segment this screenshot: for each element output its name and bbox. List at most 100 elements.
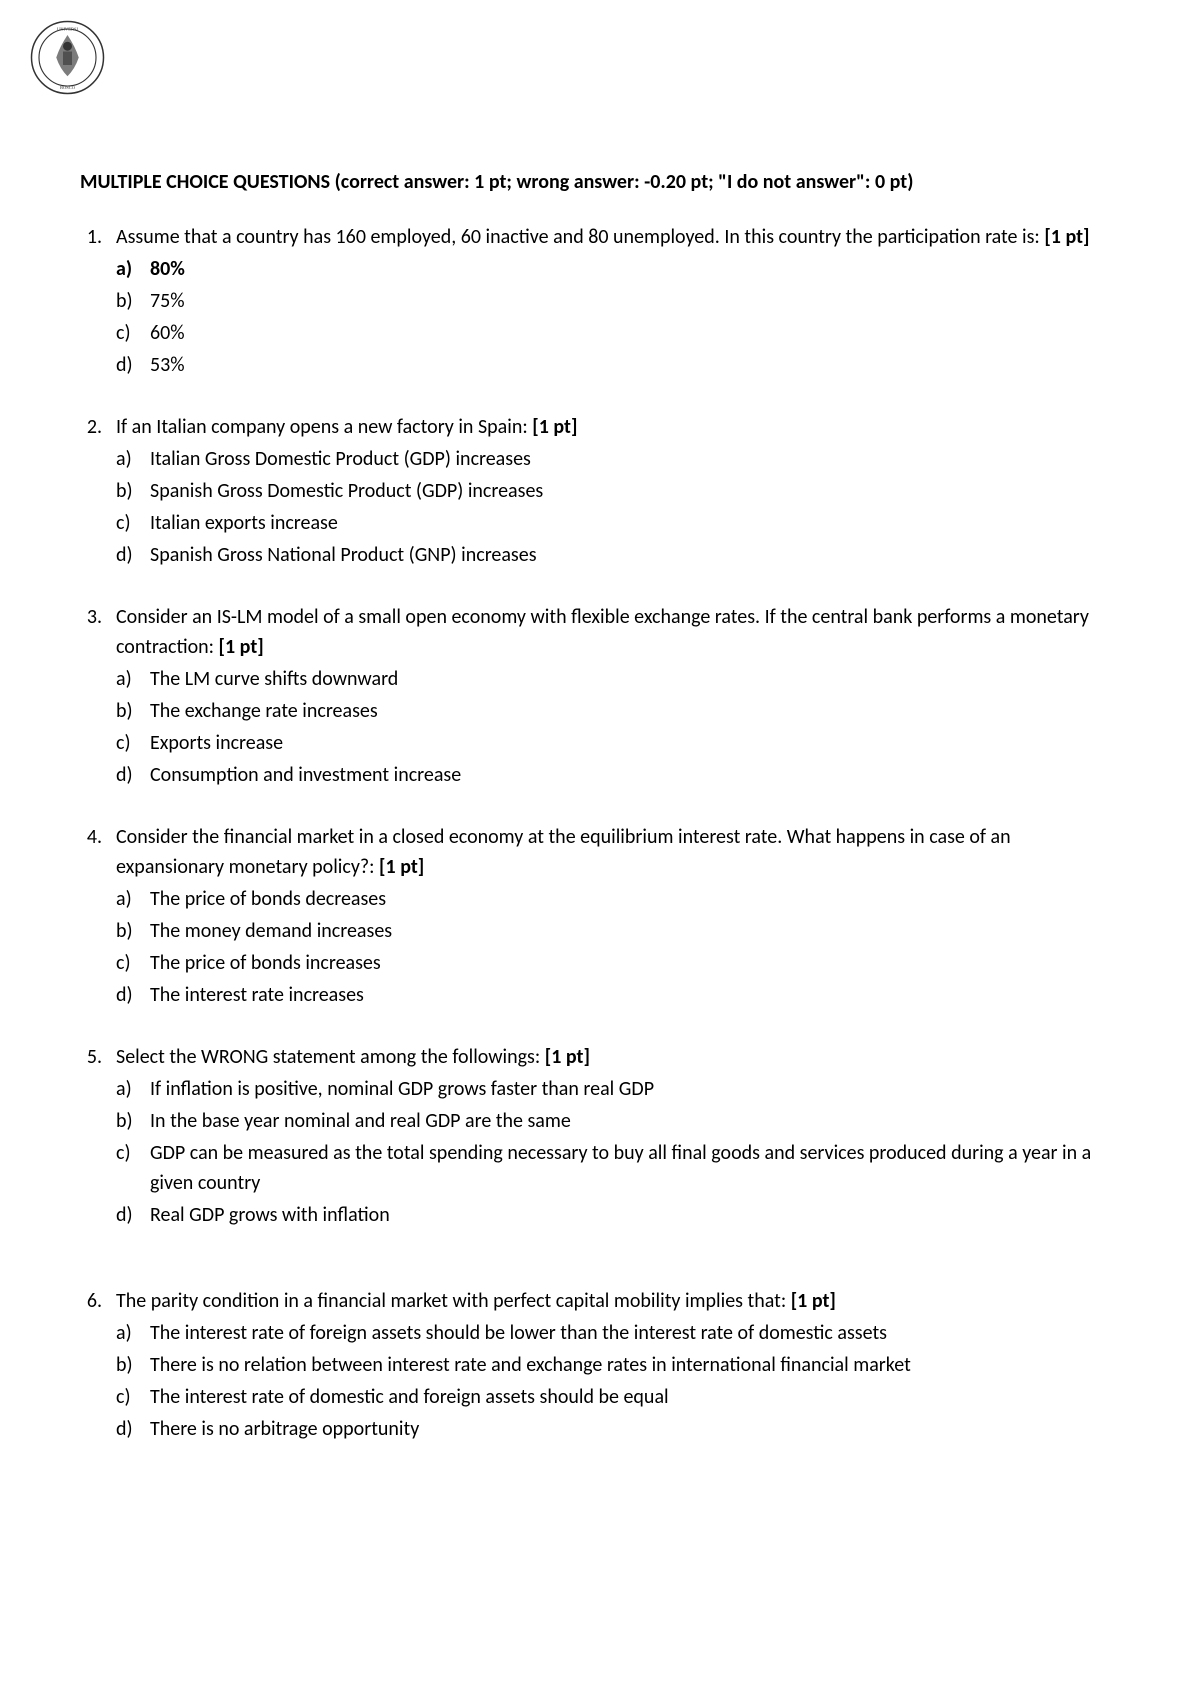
option-text: 60%: [150, 318, 1120, 348]
option-text: The price of bonds increases: [150, 948, 1120, 978]
option-letter: a): [116, 254, 150, 284]
option-text: Italian Gross Domestic Product (GDP) inc…: [150, 444, 1120, 474]
question-text: Select the WRONG statement among the fol…: [116, 1042, 1120, 1072]
option-letter: d): [116, 760, 150, 790]
section-header: MULTIPLE CHOICE QUESTIONS (correct answe…: [80, 170, 1120, 194]
option-letter: c): [116, 318, 150, 348]
option-text: GDP can be measured as the total spendin…: [150, 1138, 1120, 1198]
option-text: If inflation is positive, nominal GDP gr…: [150, 1074, 1120, 1104]
option-a: a)80%: [116, 254, 1120, 284]
question-number: 3.: [80, 602, 116, 632]
option-c: c)GDP can be measured as the total spend…: [116, 1138, 1120, 1198]
question-4: 4.Consider the financial market in a clo…: [80, 822, 1120, 1010]
option-text: There is no relation between interest ra…: [150, 1350, 1120, 1380]
questions-list: 1.Assume that a country has 160 employed…: [80, 222, 1120, 1444]
question-number: 5.: [80, 1042, 116, 1072]
question-prompt: 6.The parity condition in a financial ma…: [80, 1286, 1120, 1316]
option-text: 53%: [150, 350, 1120, 380]
question-prompt: 4.Consider the financial market in a clo…: [80, 822, 1120, 882]
options-list: a)If inflation is positive, nominal GDP …: [116, 1074, 1120, 1230]
question-body: Select the WRONG statement among the fol…: [116, 1045, 545, 1069]
question-body: If an Italian company opens a new factor…: [116, 415, 532, 439]
question-2: 2.If an Italian company opens a new fact…: [80, 412, 1120, 570]
option-text: The interest rate of foreign assets shou…: [150, 1318, 1120, 1348]
option-b: b)In the base year nominal and real GDP …: [116, 1106, 1120, 1136]
option-letter: b): [116, 696, 150, 726]
options-list: a)The interest rate of foreign assets sh…: [116, 1318, 1120, 1444]
option-b: b)There is no relation between interest …: [116, 1350, 1120, 1380]
option-letter: b): [116, 916, 150, 946]
option-letter: b): [116, 476, 150, 506]
question-body: The parity condition in a financial mark…: [116, 1289, 791, 1313]
option-letter: a): [116, 1074, 150, 1104]
option-text: The interest rate increases: [150, 980, 1120, 1010]
question-text: The parity condition in a financial mark…: [116, 1286, 1120, 1316]
option-text: In the base year nominal and real GDP ar…: [150, 1106, 1120, 1136]
option-a: a)Italian Gross Domestic Product (GDP) i…: [116, 444, 1120, 474]
option-text: The money demand increases: [150, 916, 1120, 946]
question-5: 5.Select the WRONG statement among the f…: [80, 1042, 1120, 1230]
option-letter: d): [116, 350, 150, 380]
option-b: b)75%: [116, 286, 1120, 316]
option-letter: a): [116, 444, 150, 474]
question-prompt: 5.Select the WRONG statement among the f…: [80, 1042, 1120, 1072]
option-text: 75%: [150, 286, 1120, 316]
question-text: Consider the financial market in a close…: [116, 822, 1120, 882]
question-text: Assume that a country has 160 employed, …: [116, 222, 1120, 252]
option-d: d)53%: [116, 350, 1120, 380]
svg-text:BOSCO: BOSCO: [60, 85, 76, 90]
option-c: c)The interest rate of domestic and fore…: [116, 1382, 1120, 1412]
option-a: a)The interest rate of foreign assets sh…: [116, 1318, 1120, 1348]
question-prompt: 1.Assume that a country has 160 employed…: [80, 222, 1120, 252]
options-list: a)The LM curve shifts downwardb)The exch…: [116, 664, 1120, 790]
option-d: d)Spanish Gross National Product (GNP) i…: [116, 540, 1120, 570]
question-points: [1 pt]: [1044, 225, 1089, 249]
question-points: [1 pt]: [532, 415, 577, 439]
option-letter: a): [116, 1318, 150, 1348]
option-letter: d): [116, 1200, 150, 1230]
question-text: Consider an IS-LM model of a small open …: [116, 602, 1120, 662]
option-d: d)Consumption and investment increase: [116, 760, 1120, 790]
option-text: Spanish Gross Domestic Product (GDP) inc…: [150, 476, 1120, 506]
option-b: b)Spanish Gross Domestic Product (GDP) i…: [116, 476, 1120, 506]
option-letter: a): [116, 664, 150, 694]
options-list: a)Italian Gross Domestic Product (GDP) i…: [116, 444, 1120, 570]
option-c: c)Exports increase: [116, 728, 1120, 758]
option-text: The interest rate of domestic and foreig…: [150, 1382, 1120, 1412]
option-text: Exports increase: [150, 728, 1120, 758]
question-points: [1 pt]: [545, 1045, 590, 1069]
question-prompt: 2.If an Italian company opens a new fact…: [80, 412, 1120, 442]
question-1: 1.Assume that a country has 160 employed…: [80, 222, 1120, 380]
option-d: d)There is no arbitrage opportunity: [116, 1414, 1120, 1444]
option-c: c)Italian exports increase: [116, 508, 1120, 538]
option-b: b)The money demand increases: [116, 916, 1120, 946]
options-list: a)80%b)75%c)60%d)53%: [116, 254, 1120, 380]
option-letter: c): [116, 728, 150, 758]
option-letter: c): [116, 508, 150, 538]
option-text: Spanish Gross National Product (GNP) inc…: [150, 540, 1120, 570]
option-c: c)The price of bonds increases: [116, 948, 1120, 978]
question-text: If an Italian company opens a new factor…: [116, 412, 1120, 442]
option-b: b)The exchange rate increases: [116, 696, 1120, 726]
option-text: Italian exports increase: [150, 508, 1120, 538]
question-number: 6.: [80, 1286, 116, 1316]
option-text: The LM curve shifts downward: [150, 664, 1120, 694]
option-letter: a): [116, 884, 150, 914]
option-c: c)60%: [116, 318, 1120, 348]
option-letter: d): [116, 1414, 150, 1444]
seal-icon: UNIVERSI BOSCO: [30, 20, 105, 95]
option-letter: d): [116, 980, 150, 1010]
question-points: [1 pt]: [219, 635, 264, 659]
university-seal-logo: UNIVERSI BOSCO: [30, 20, 105, 95]
option-text: The price of bonds decreases: [150, 884, 1120, 914]
svg-text:UNIVERSI: UNIVERSI: [57, 27, 79, 32]
document-content: MULTIPLE CHOICE QUESTIONS (correct answe…: [80, 170, 1120, 1444]
question-body: Assume that a country has 160 employed, …: [116, 225, 1044, 249]
question-number: 4.: [80, 822, 116, 852]
options-list: a)The price of bonds decreasesb)The mone…: [116, 884, 1120, 1010]
option-letter: b): [116, 1350, 150, 1380]
question-number: 1.: [80, 222, 116, 252]
option-letter: c): [116, 1382, 150, 1412]
option-a: a)If inflation is positive, nominal GDP …: [116, 1074, 1120, 1104]
question-points: [1 pt]: [791, 1289, 836, 1313]
